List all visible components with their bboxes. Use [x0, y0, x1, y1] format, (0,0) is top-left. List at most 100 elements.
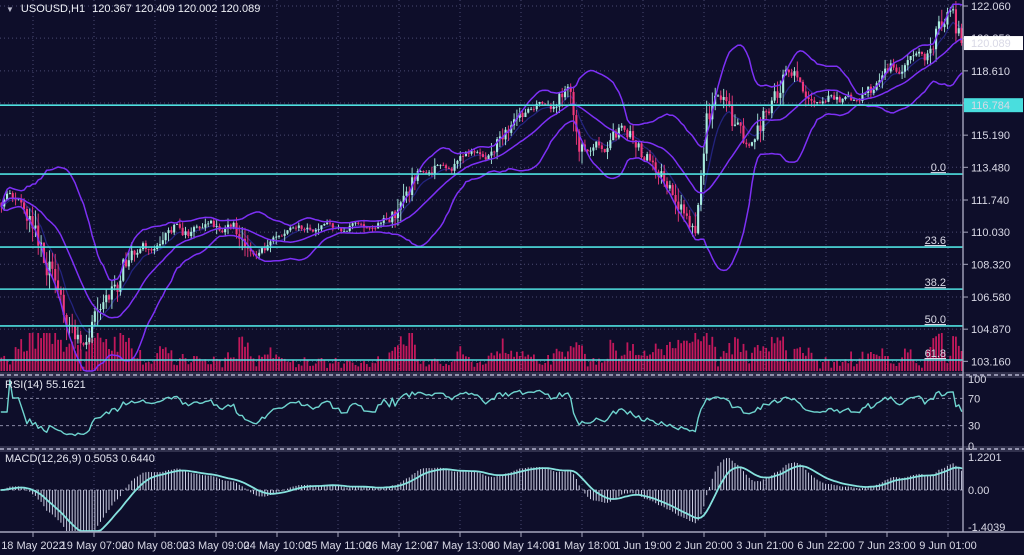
volume-bar	[892, 363, 895, 371]
candle-body	[906, 60, 909, 66]
candle-body	[110, 286, 113, 300]
candle-body	[23, 202, 26, 210]
volume-bar	[753, 347, 756, 371]
candle-body	[42, 242, 45, 263]
candle-body	[855, 100, 858, 101]
candle-body	[555, 106, 558, 108]
candle-body	[289, 227, 292, 231]
volume-bar	[215, 358, 218, 371]
candle-body	[722, 97, 725, 100]
candle-body	[490, 151, 493, 156]
volume-bar	[431, 360, 433, 371]
volume-bar	[493, 355, 496, 371]
candlesticks	[0, 1, 963, 351]
volume-bar	[380, 359, 382, 371]
chart-title[interactable]: ▼ USOUSD,H1 120.367 120.409 120.002 120.…	[6, 3, 260, 15]
volume-bar	[719, 356, 722, 371]
candle-body	[521, 113, 524, 117]
volume-bar	[411, 333, 413, 371]
volume-bar	[816, 359, 818, 371]
volume-bar	[683, 340, 685, 371]
volume-bar	[654, 343, 657, 371]
highlight-price-box	[964, 98, 1023, 113]
bollinger-middle-band	[0, 38, 963, 319]
volume-bar	[74, 351, 76, 371]
candle-body	[671, 185, 674, 195]
volume-bar	[598, 358, 600, 371]
volume-bar	[470, 361, 473, 371]
candle-body	[184, 231, 187, 235]
candle-body	[510, 125, 513, 133]
volume-bar	[272, 358, 275, 371]
candle-body	[603, 149, 606, 152]
volume-bar	[20, 339, 23, 371]
volume-bar	[680, 343, 683, 371]
volume-bar	[462, 354, 464, 371]
macd-indicator-label: MACD(12,26,9) 0.5053 0.6440	[5, 453, 155, 465]
volume-bar	[768, 351, 770, 371]
volume-bar	[210, 364, 212, 371]
candle-body	[139, 249, 142, 253]
candle-body	[700, 175, 703, 205]
time-axis-label: 1 Jun 19:00	[614, 540, 672, 552]
volume-bar	[0, 357, 3, 371]
volume-bar	[198, 358, 201, 371]
candle-body	[600, 145, 603, 149]
volume-bar	[847, 363, 850, 371]
candle-body	[195, 226, 198, 228]
volume-bar	[334, 357, 337, 371]
volume-bar	[584, 353, 586, 371]
candle-body	[328, 222, 331, 224]
candle-body	[498, 136, 501, 140]
macd-axis-label: 1.2201	[968, 452, 1002, 464]
volume-bar	[821, 362, 824, 371]
volume-bar	[799, 347, 801, 371]
volume-bar	[632, 344, 634, 371]
volume-bar	[329, 363, 331, 371]
volume-bar	[564, 356, 566, 371]
candle-body	[779, 92, 782, 98]
candle-body	[297, 225, 300, 228]
volume-bar	[708, 344, 711, 371]
volume-bar	[179, 358, 181, 371]
candle-body	[357, 222, 360, 224]
time-axis-label: 19 May 07:00	[61, 540, 128, 552]
candle-body	[396, 209, 399, 218]
price-axis-label: 103.160	[971, 356, 1011, 368]
volume-bar	[221, 367, 224, 371]
candle-body	[949, 10, 952, 12]
price-axis-label: 113.480	[971, 162, 1010, 174]
volume-bar	[550, 364, 552, 371]
price-axis-label: 110.030	[971, 227, 1010, 239]
candle-body	[561, 93, 564, 98]
volume-bar	[28, 333, 31, 371]
candle-body	[654, 162, 657, 172]
volume-bar	[572, 347, 575, 371]
volume-bar	[759, 350, 762, 371]
candle-body	[804, 91, 807, 98]
volume-bar	[320, 358, 323, 371]
candle-body	[116, 284, 119, 292]
candle-body	[538, 102, 541, 104]
candle-body	[750, 142, 753, 146]
volume-bar	[884, 356, 886, 371]
volume-bar	[935, 336, 937, 371]
candle-body	[85, 342, 88, 345]
candle-body	[790, 72, 793, 76]
volume-bar	[623, 354, 626, 371]
volume-bar	[504, 352, 507, 371]
candle-body	[317, 229, 320, 231]
volume-bar	[295, 367, 297, 371]
volume-bar	[40, 338, 42, 371]
candle-body	[733, 124, 736, 126]
volume-bar	[618, 358, 620, 371]
symbol-dropdown-icon[interactable]: ▼	[6, 4, 14, 14]
volume-bar	[374, 363, 377, 371]
volume-bar	[938, 333, 940, 371]
volume-bar	[824, 357, 827, 371]
candle-body	[130, 250, 133, 261]
candle-body	[125, 259, 128, 267]
volume-bar	[207, 364, 210, 371]
